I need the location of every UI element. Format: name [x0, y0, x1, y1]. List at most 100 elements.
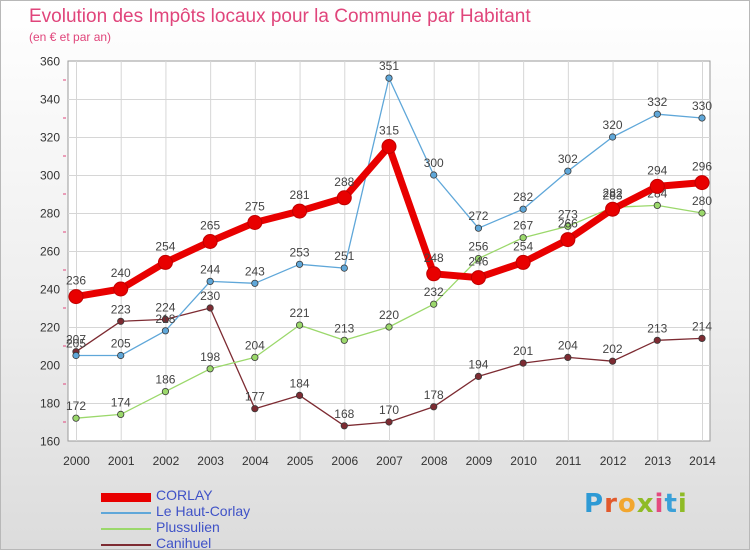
- x-tick-label: 2002: [153, 454, 180, 468]
- y-tick-label: 280: [40, 207, 60, 221]
- x-tick-label: 2007: [376, 454, 403, 468]
- data-point: [336, 190, 352, 206]
- data-label: 184: [290, 376, 310, 390]
- legend-label: CORLAY: [156, 487, 213, 503]
- data-point: [605, 201, 621, 217]
- data-label: 296: [692, 160, 712, 174]
- data-point: [117, 410, 125, 418]
- data-point: [381, 139, 397, 154]
- data-point: [653, 201, 661, 209]
- data-label: 288: [334, 175, 354, 189]
- chart-title: Evolution des Impôts locaux pour la Comm…: [29, 6, 531, 27]
- logo-letter: o: [617, 489, 637, 519]
- proxiti-logo: Proxiti: [584, 489, 688, 519]
- data-point: [385, 323, 393, 331]
- data-point: [694, 175, 710, 191]
- data-label: 280: [692, 194, 712, 208]
- x-tick-label: 2010: [510, 454, 537, 468]
- legend-swatch: [101, 544, 151, 546]
- data-point: [161, 315, 170, 323]
- data-label: 202: [603, 342, 623, 356]
- data-label: 272: [468, 209, 488, 223]
- x-tick-label: 2013: [644, 454, 671, 468]
- data-label: 204: [245, 338, 265, 352]
- data-point: [117, 317, 125, 325]
- data-point: [340, 422, 348, 430]
- data-label: 330: [692, 99, 712, 113]
- data-point: [292, 203, 308, 219]
- logo-letter: i: [654, 489, 665, 519]
- data-point: [608, 357, 617, 365]
- data-label: 218: [155, 312, 175, 326]
- x-tick-label: 2000: [63, 454, 90, 468]
- x-tick-label: 2006: [331, 454, 358, 468]
- data-label: 194: [468, 357, 488, 371]
- data-label: 221: [290, 306, 310, 320]
- data-label: 240: [111, 266, 131, 280]
- data-point: [68, 289, 84, 305]
- data-label: 256: [468, 240, 488, 254]
- x-tick-label: 2014: [689, 454, 716, 468]
- x-tick-label: 2003: [197, 454, 224, 468]
- data-label: 178: [424, 388, 444, 402]
- data-point: [251, 353, 259, 361]
- data-label: 223: [111, 302, 131, 316]
- chart-subtitle: (en € et par an): [29, 30, 112, 44]
- data-point: [608, 133, 617, 141]
- data-label: 300: [424, 156, 444, 170]
- data-label: 213: [647, 321, 667, 335]
- data-point: [519, 205, 527, 213]
- data-point: [474, 255, 483, 263]
- y-tick-label: 160: [40, 435, 60, 449]
- data-label: 205: [111, 337, 131, 351]
- data-label: 232: [424, 285, 444, 299]
- data-label: 186: [155, 373, 175, 387]
- data-point: [251, 405, 259, 413]
- x-tick-label: 2009: [466, 454, 493, 468]
- data-point: [157, 254, 173, 270]
- data-label: 351: [379, 59, 399, 73]
- data-label: 177: [245, 390, 265, 404]
- data-point: [653, 336, 661, 344]
- data-label: 254: [513, 239, 533, 253]
- data-label: 315: [379, 124, 399, 138]
- data-point: [426, 266, 442, 282]
- data-point: [515, 254, 531, 270]
- series-le-haut-corlay: 205 205 218 244 243 253 251 351 300 272 282 302 320 3…: [66, 59, 712, 360]
- data-label: 302: [558, 152, 578, 166]
- data-label: 172: [66, 399, 86, 413]
- data-label: 283: [603, 188, 623, 202]
- data-point: [340, 336, 348, 344]
- y-tick-label: 260: [40, 245, 60, 259]
- data-label: 170: [379, 403, 399, 417]
- data-point: [474, 372, 483, 380]
- logo-letter: i: [677, 489, 688, 519]
- logo-letter: r: [604, 489, 618, 519]
- x-tick-label: 2008: [421, 454, 448, 468]
- data-label: 207: [66, 333, 86, 347]
- data-label: 204: [558, 338, 578, 352]
- data-point: [72, 351, 80, 360]
- data-label: 236: [66, 274, 86, 288]
- legend-swatch: [101, 512, 151, 514]
- y-tick-label: 220: [40, 321, 60, 335]
- data-point: [295, 391, 304, 399]
- data-point: [474, 224, 483, 232]
- y-tick-label: 180: [40, 397, 60, 411]
- data-point: [560, 232, 576, 248]
- legend-swatch: [101, 492, 151, 502]
- y-tick-label: 340: [40, 93, 60, 107]
- data-point: [385, 418, 393, 426]
- data-label: 266: [558, 217, 578, 231]
- logo-letter: x: [636, 489, 655, 519]
- legend-label: Canihuel: [156, 535, 212, 551]
- data-point: [295, 321, 304, 329]
- data-label: 254: [155, 239, 175, 253]
- x-tick-label: 2004: [242, 454, 269, 468]
- data-label: 282: [603, 186, 623, 200]
- x-tick-label: 2012: [600, 454, 627, 468]
- data-point: [698, 334, 706, 342]
